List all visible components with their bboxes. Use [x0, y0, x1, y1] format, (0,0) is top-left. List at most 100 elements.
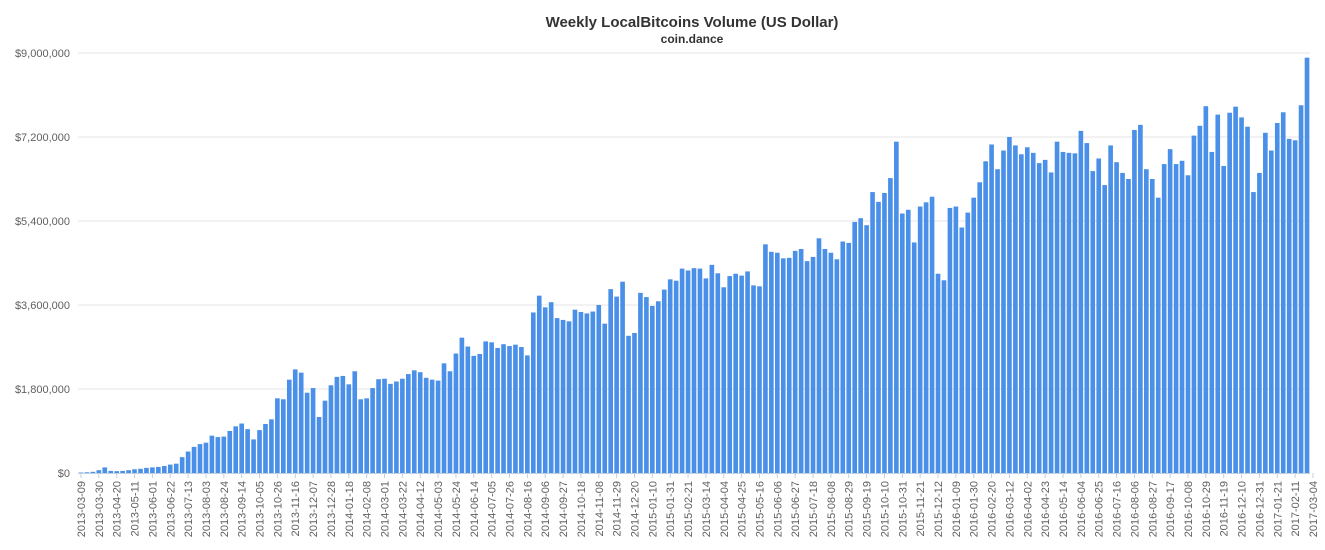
- bar[interactable]: [798, 249, 804, 473]
- bar[interactable]: [584, 313, 590, 473]
- bar[interactable]: [495, 347, 500, 473]
- bar[interactable]: [685, 270, 691, 473]
- bar[interactable]: [834, 259, 840, 473]
- bar[interactable]: [441, 363, 447, 473]
- bar[interactable]: [917, 206, 923, 473]
- bar[interactable]: [1245, 126, 1250, 473]
- bar[interactable]: [96, 470, 102, 473]
- bar[interactable]: [1078, 130, 1084, 473]
- bar[interactable]: [1019, 154, 1024, 473]
- bar[interactable]: [1251, 192, 1256, 473]
- bar[interactable]: [828, 252, 834, 473]
- bar[interactable]: [852, 221, 858, 473]
- bar[interactable]: [1036, 163, 1042, 473]
- bar[interactable]: [221, 436, 227, 473]
- bar[interactable]: [90, 471, 96, 473]
- bar[interactable]: [1191, 135, 1197, 473]
- bar[interactable]: [269, 419, 274, 473]
- bar[interactable]: [995, 169, 1000, 473]
- bar[interactable]: [632, 333, 637, 473]
- bar[interactable]: [655, 301, 661, 473]
- bar[interactable]: [1268, 150, 1274, 473]
- bar[interactable]: [1298, 105, 1304, 474]
- bar[interactable]: [608, 289, 613, 473]
- bar[interactable]: [1263, 132, 1268, 474]
- bar[interactable]: [971, 197, 977, 474]
- bar[interactable]: [197, 444, 203, 473]
- bar[interactable]: [650, 305, 655, 473]
- bar[interactable]: [983, 161, 988, 473]
- bar[interactable]: [846, 242, 852, 473]
- bar[interactable]: [1197, 125, 1203, 474]
- bar[interactable]: [1209, 151, 1215, 473]
- bar[interactable]: [1239, 117, 1244, 474]
- bar[interactable]: [471, 355, 477, 473]
- bar[interactable]: [1274, 123, 1280, 473]
- bar[interactable]: [179, 457, 185, 473]
- bar[interactable]: [1126, 179, 1131, 473]
- bar[interactable]: [1280, 112, 1286, 474]
- bar[interactable]: [715, 273, 721, 473]
- bar[interactable]: [245, 429, 250, 473]
- bar[interactable]: [281, 399, 286, 473]
- bar[interactable]: [1096, 158, 1102, 473]
- bar[interactable]: [1185, 175, 1191, 473]
- bar[interactable]: [739, 275, 744, 473]
- bar[interactable]: [1257, 172, 1262, 473]
- bar[interactable]: [1066, 152, 1072, 473]
- bar[interactable]: [876, 201, 881, 473]
- bar[interactable]: [840, 241, 846, 473]
- bar[interactable]: [1090, 171, 1096, 473]
- bar[interactable]: [1221, 165, 1227, 473]
- bar[interactable]: [947, 207, 953, 473]
- bar[interactable]: [417, 372, 423, 473]
- bar[interactable]: [167, 464, 173, 473]
- bar[interactable]: [935, 273, 941, 473]
- bar[interactable]: [513, 344, 518, 473]
- bar[interactable]: [1292, 140, 1298, 473]
- bar[interactable]: [328, 385, 334, 473]
- bar[interactable]: [1138, 124, 1143, 474]
- bar[interactable]: [376, 379, 381, 473]
- bar[interactable]: [316, 417, 322, 473]
- bar[interactable]: [1108, 145, 1113, 473]
- bar[interactable]: [185, 451, 191, 473]
- bar[interactable]: [286, 379, 292, 473]
- bar[interactable]: [1030, 152, 1036, 473]
- bar[interactable]: [596, 305, 602, 473]
- bar[interactable]: [905, 209, 911, 474]
- bar[interactable]: [114, 471, 119, 473]
- bar[interactable]: [804, 261, 810, 473]
- bar[interactable]: [304, 392, 310, 473]
- bar[interactable]: [1054, 141, 1060, 474]
- bar[interactable]: [352, 371, 358, 473]
- bar[interactable]: [554, 318, 560, 473]
- bar[interactable]: [822, 249, 828, 473]
- bar[interactable]: [150, 467, 155, 473]
- bar[interactable]: [870, 192, 875, 473]
- bar[interactable]: [953, 206, 959, 473]
- bar[interactable]: [459, 337, 465, 473]
- bar[interactable]: [703, 278, 709, 473]
- bar[interactable]: [233, 426, 239, 473]
- bar[interactable]: [548, 302, 554, 473]
- bar[interactable]: [525, 355, 530, 473]
- bar[interactable]: [191, 446, 197, 473]
- bar[interactable]: [251, 439, 256, 473]
- bar[interactable]: [941, 280, 947, 473]
- bar[interactable]: [602, 323, 608, 473]
- bar[interactable]: [864, 225, 869, 473]
- bar[interactable]: [1060, 151, 1066, 473]
- bar[interactable]: [816, 238, 822, 473]
- bar[interactable]: [358, 399, 364, 473]
- bar[interactable]: [477, 354, 483, 473]
- bar[interactable]: [1114, 162, 1119, 473]
- bar[interactable]: [888, 178, 893, 473]
- bar[interactable]: [292, 369, 298, 473]
- bar[interactable]: [959, 227, 965, 473]
- bar[interactable]: [792, 250, 798, 473]
- bar[interactable]: [911, 242, 917, 473]
- bar[interactable]: [138, 468, 143, 473]
- bar[interactable]: [108, 470, 114, 473]
- bar[interactable]: [1161, 164, 1167, 473]
